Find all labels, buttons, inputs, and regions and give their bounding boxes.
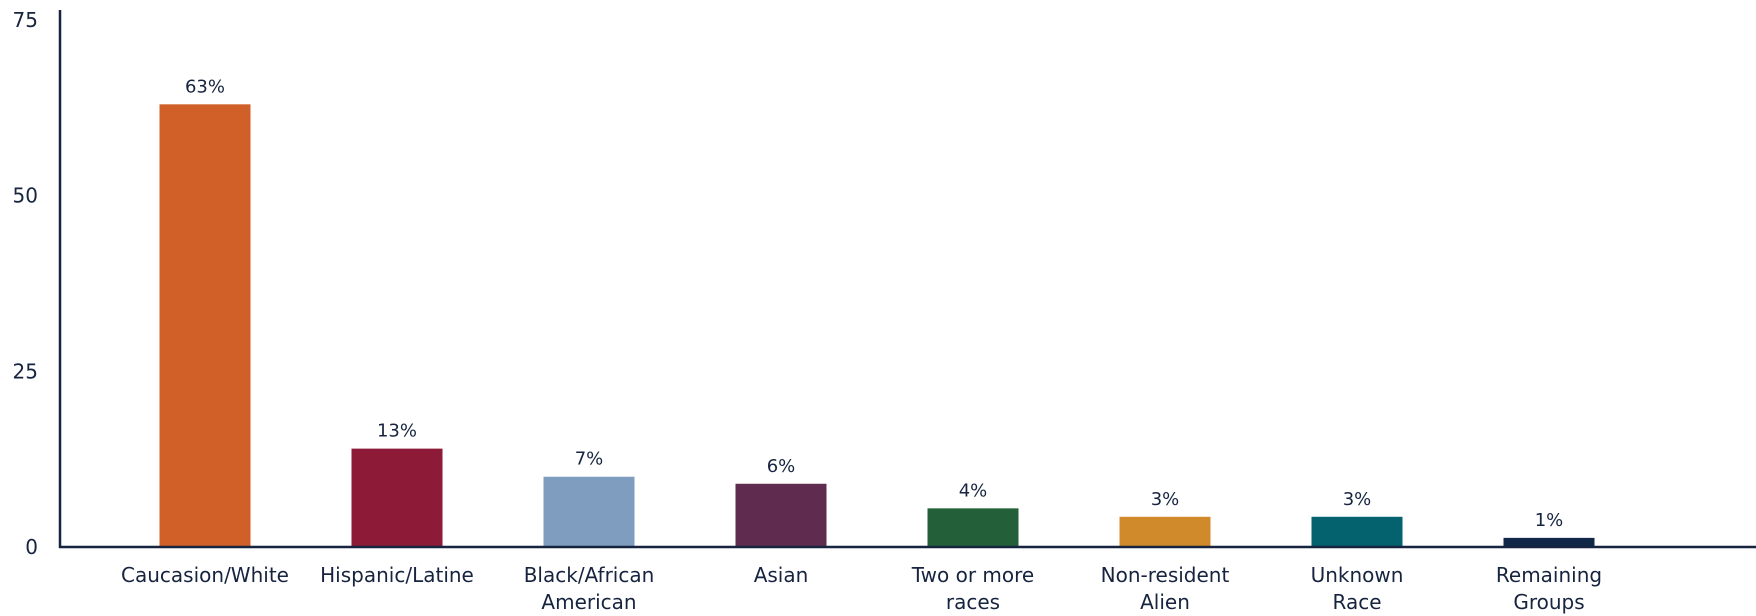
category-label-line: races <box>946 590 1000 614</box>
y-tick-label: 75 <box>13 8 38 32</box>
bar <box>1503 537 1595 547</box>
category-label: Unknown Race <box>1311 563 1404 614</box>
category-label-line: Groups <box>1513 590 1584 614</box>
category-label: Hispanic/Latine <box>320 563 474 587</box>
bar <box>927 508 1019 547</box>
category-label-line: Remaining <box>1496 563 1602 587</box>
data-label: 6% <box>767 456 796 477</box>
category-label: Remaining Groups <box>1496 563 1602 614</box>
data-label: 3% <box>1151 489 1180 510</box>
data-label: 63% <box>185 76 225 97</box>
data-label: 7% <box>575 449 604 470</box>
bar <box>543 476 635 547</box>
category-label: Non-resident Alien <box>1101 563 1230 614</box>
data-label: 4% <box>959 480 988 501</box>
category-label: Black/African American <box>524 563 655 614</box>
data-label: 13% <box>377 421 417 442</box>
y-axis-ticks: 0 25 50 75 <box>13 8 38 559</box>
category-label: Asian <box>754 563 809 587</box>
category-label-line: Alien <box>1140 590 1190 614</box>
category-labels: Caucasion/White Hispanic/Latine Black/Afri… <box>121 563 1602 614</box>
bar <box>1311 516 1403 547</box>
bar <box>159 104 251 547</box>
category-label: Two or more races <box>911 563 1034 614</box>
category-label-line: Hispanic/Latine <box>320 563 474 587</box>
bar <box>1119 516 1211 547</box>
bar <box>735 483 827 547</box>
category-label-line: Two or more <box>911 563 1034 587</box>
category-label-line: Black/African <box>524 563 655 587</box>
data-label: 1% <box>1535 510 1564 531</box>
data-labels: 63% 13% 7% 6% 4% 3% 3% 1% <box>185 76 1563 531</box>
category-label: Caucasion/White <box>121 563 289 587</box>
category-label-line: Caucasion/White <box>121 563 289 587</box>
data-label: 3% <box>1343 489 1372 510</box>
category-label-line: Unknown <box>1311 563 1404 587</box>
category-label-line: Asian <box>754 563 809 587</box>
y-tick-label: 50 <box>13 184 38 208</box>
category-label-line: American <box>541 590 636 614</box>
category-label-line: Non-resident <box>1101 563 1230 587</box>
bars <box>159 104 1595 547</box>
bar <box>351 448 443 547</box>
y-tick-label: 25 <box>13 359 38 383</box>
category-label-line: Race <box>1332 590 1381 614</box>
y-tick-label: 0 <box>25 535 38 559</box>
